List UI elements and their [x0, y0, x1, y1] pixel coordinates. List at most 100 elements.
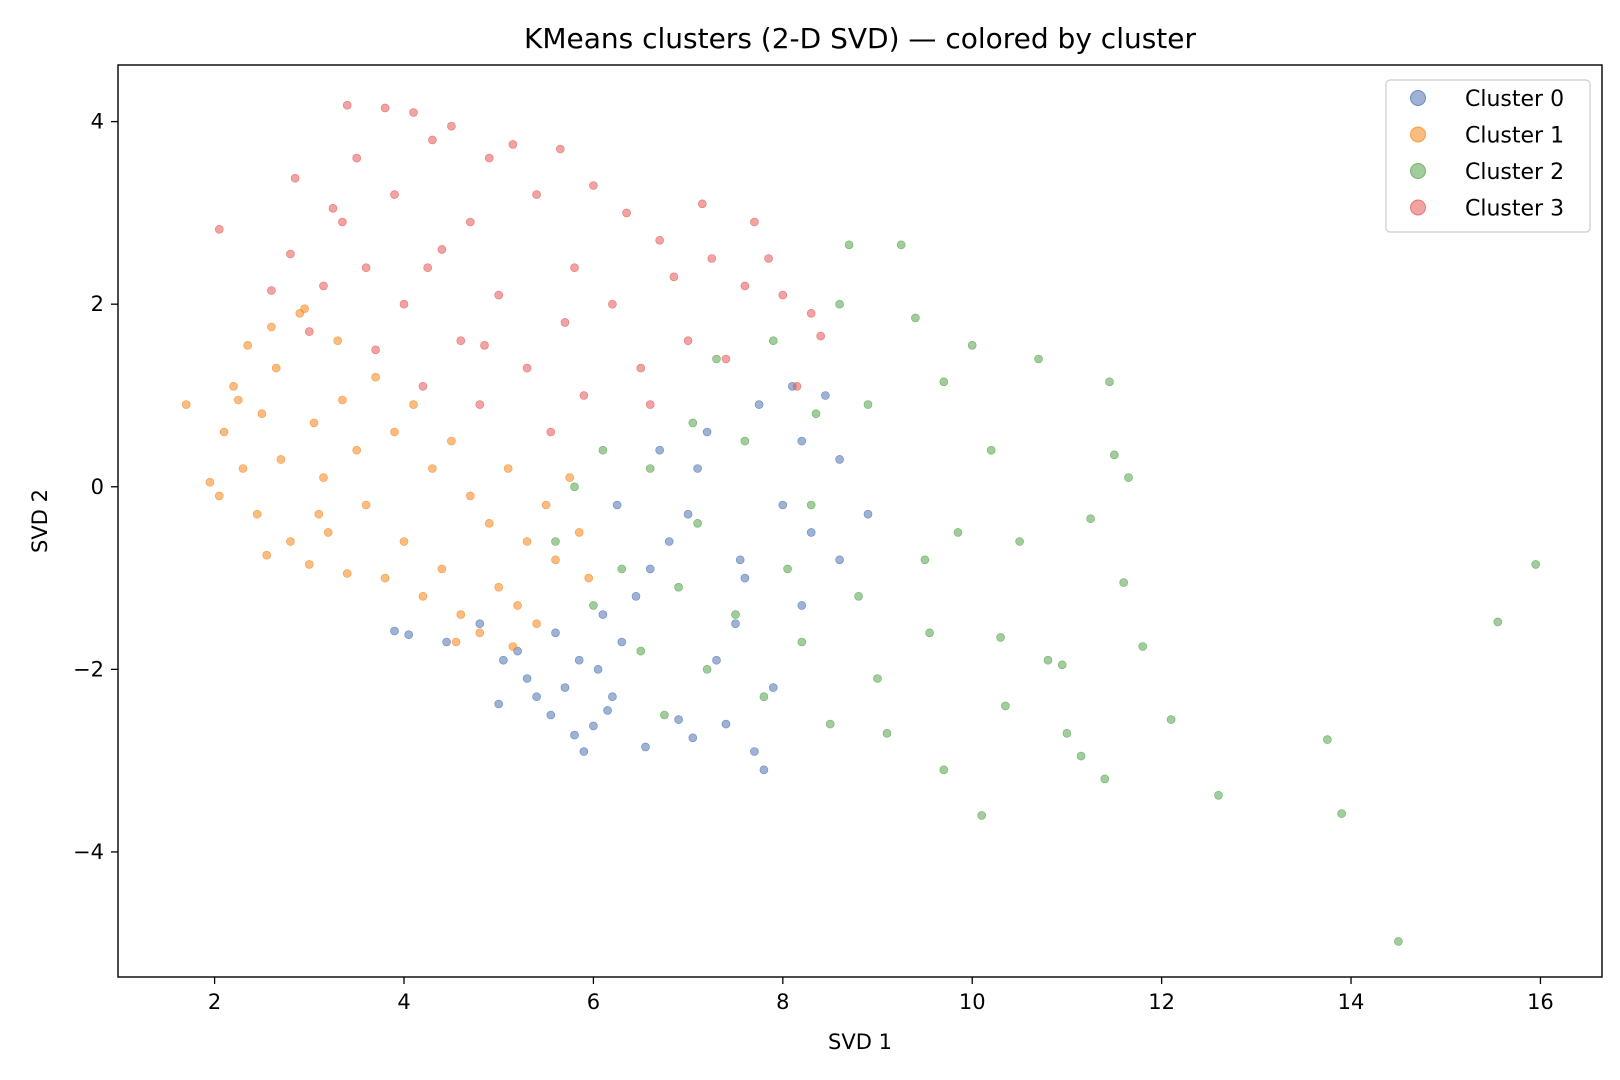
data-point [418, 381, 428, 391]
data-point [764, 254, 773, 263]
data-point [304, 560, 314, 569]
data-point [645, 464, 655, 473]
data-point [390, 427, 399, 437]
data-point [844, 240, 854, 250]
legend-label: Cluster 0 [1465, 87, 1564, 112]
data-point [617, 637, 627, 647]
data-point [1034, 354, 1043, 364]
data-point [1105, 377, 1114, 387]
data-point [896, 240, 906, 250]
data-point [257, 409, 267, 419]
data-point [835, 299, 844, 309]
x-tick-label: 12 [1148, 990, 1175, 1014]
chart-title: KMeans clusters (2-D SVD) — colored by c… [524, 22, 1197, 55]
data-point [768, 683, 778, 692]
data-point [319, 281, 328, 291]
data-point [712, 655, 721, 665]
data-point [428, 135, 437, 145]
data-point [352, 153, 362, 163]
data-point [546, 427, 556, 437]
data-point [1124, 473, 1133, 482]
legend-marker [1410, 90, 1426, 106]
data-point [290, 173, 300, 183]
data-point [792, 381, 802, 391]
legend-marker [1410, 199, 1426, 216]
x-tick-label: 8 [776, 990, 789, 1014]
data-point [674, 715, 683, 724]
data-point [825, 719, 835, 729]
data-point [546, 710, 556, 720]
data-point [404, 630, 414, 640]
x-tick-label: 6 [587, 990, 600, 1014]
y-tick-label: 4 [91, 110, 104, 134]
y-tick-label: −2 [73, 657, 104, 681]
data-point [1057, 660, 1067, 670]
data-point [806, 308, 816, 318]
data-point [579, 391, 589, 400]
data-point [328, 204, 338, 213]
data-point [418, 591, 428, 601]
data-point [465, 217, 475, 227]
data-point [608, 299, 617, 309]
data-point [768, 336, 778, 346]
data-point [551, 555, 560, 565]
data-point [797, 637, 807, 647]
data-point [494, 699, 504, 709]
x-tick-label: 4 [397, 990, 410, 1014]
x-tick-label: 16 [1527, 990, 1554, 1014]
data-point [342, 100, 352, 110]
y-tick-label: 2 [91, 292, 104, 316]
y-tick-label: 0 [91, 475, 104, 499]
data-point [721, 719, 731, 729]
data-point [522, 363, 532, 373]
data-point [939, 377, 949, 387]
data-point [338, 217, 347, 227]
data-point [579, 747, 589, 756]
data-point [693, 464, 702, 473]
data-point [428, 464, 437, 473]
data-point [484, 153, 494, 163]
data-point [617, 564, 627, 574]
data-point [1119, 578, 1128, 587]
data-point [390, 626, 399, 636]
data-point [740, 436, 750, 446]
data-point [873, 674, 882, 683]
data-point [967, 340, 977, 350]
data-point [219, 427, 229, 437]
data-point [319, 473, 328, 482]
data-point [423, 263, 433, 273]
data-point [456, 336, 466, 346]
data-point [1214, 790, 1223, 800]
x-axis-label: SVD 1 [828, 1030, 892, 1054]
data-point [589, 601, 598, 610]
data-point [854, 591, 863, 601]
data-point [655, 445, 665, 455]
data-point [707, 254, 717, 263]
legend: Cluster 0 Cluster 1 Cluster 2 Cluster 3 [1385, 79, 1591, 233]
data-point [1076, 751, 1086, 761]
data-point [447, 436, 456, 446]
data-point [731, 619, 740, 629]
data-point [574, 655, 584, 665]
data-point [338, 395, 347, 405]
data-point [494, 582, 504, 592]
data-point [612, 500, 622, 510]
data-point [380, 573, 390, 583]
data-point [835, 555, 844, 565]
data-point [1086, 514, 1095, 524]
data-point [693, 518, 702, 528]
data-point [475, 628, 485, 638]
data-point [262, 550, 272, 560]
data-point [551, 628, 560, 638]
data-point [593, 664, 603, 674]
data-point [532, 692, 541, 702]
data-point [1110, 450, 1119, 460]
data-point [532, 619, 541, 629]
data-point [1493, 617, 1503, 627]
data-point [475, 400, 485, 409]
data-point [300, 304, 309, 314]
data-point [778, 500, 788, 510]
data-point [797, 436, 807, 446]
data-point [674, 582, 683, 592]
data-point [499, 655, 508, 665]
